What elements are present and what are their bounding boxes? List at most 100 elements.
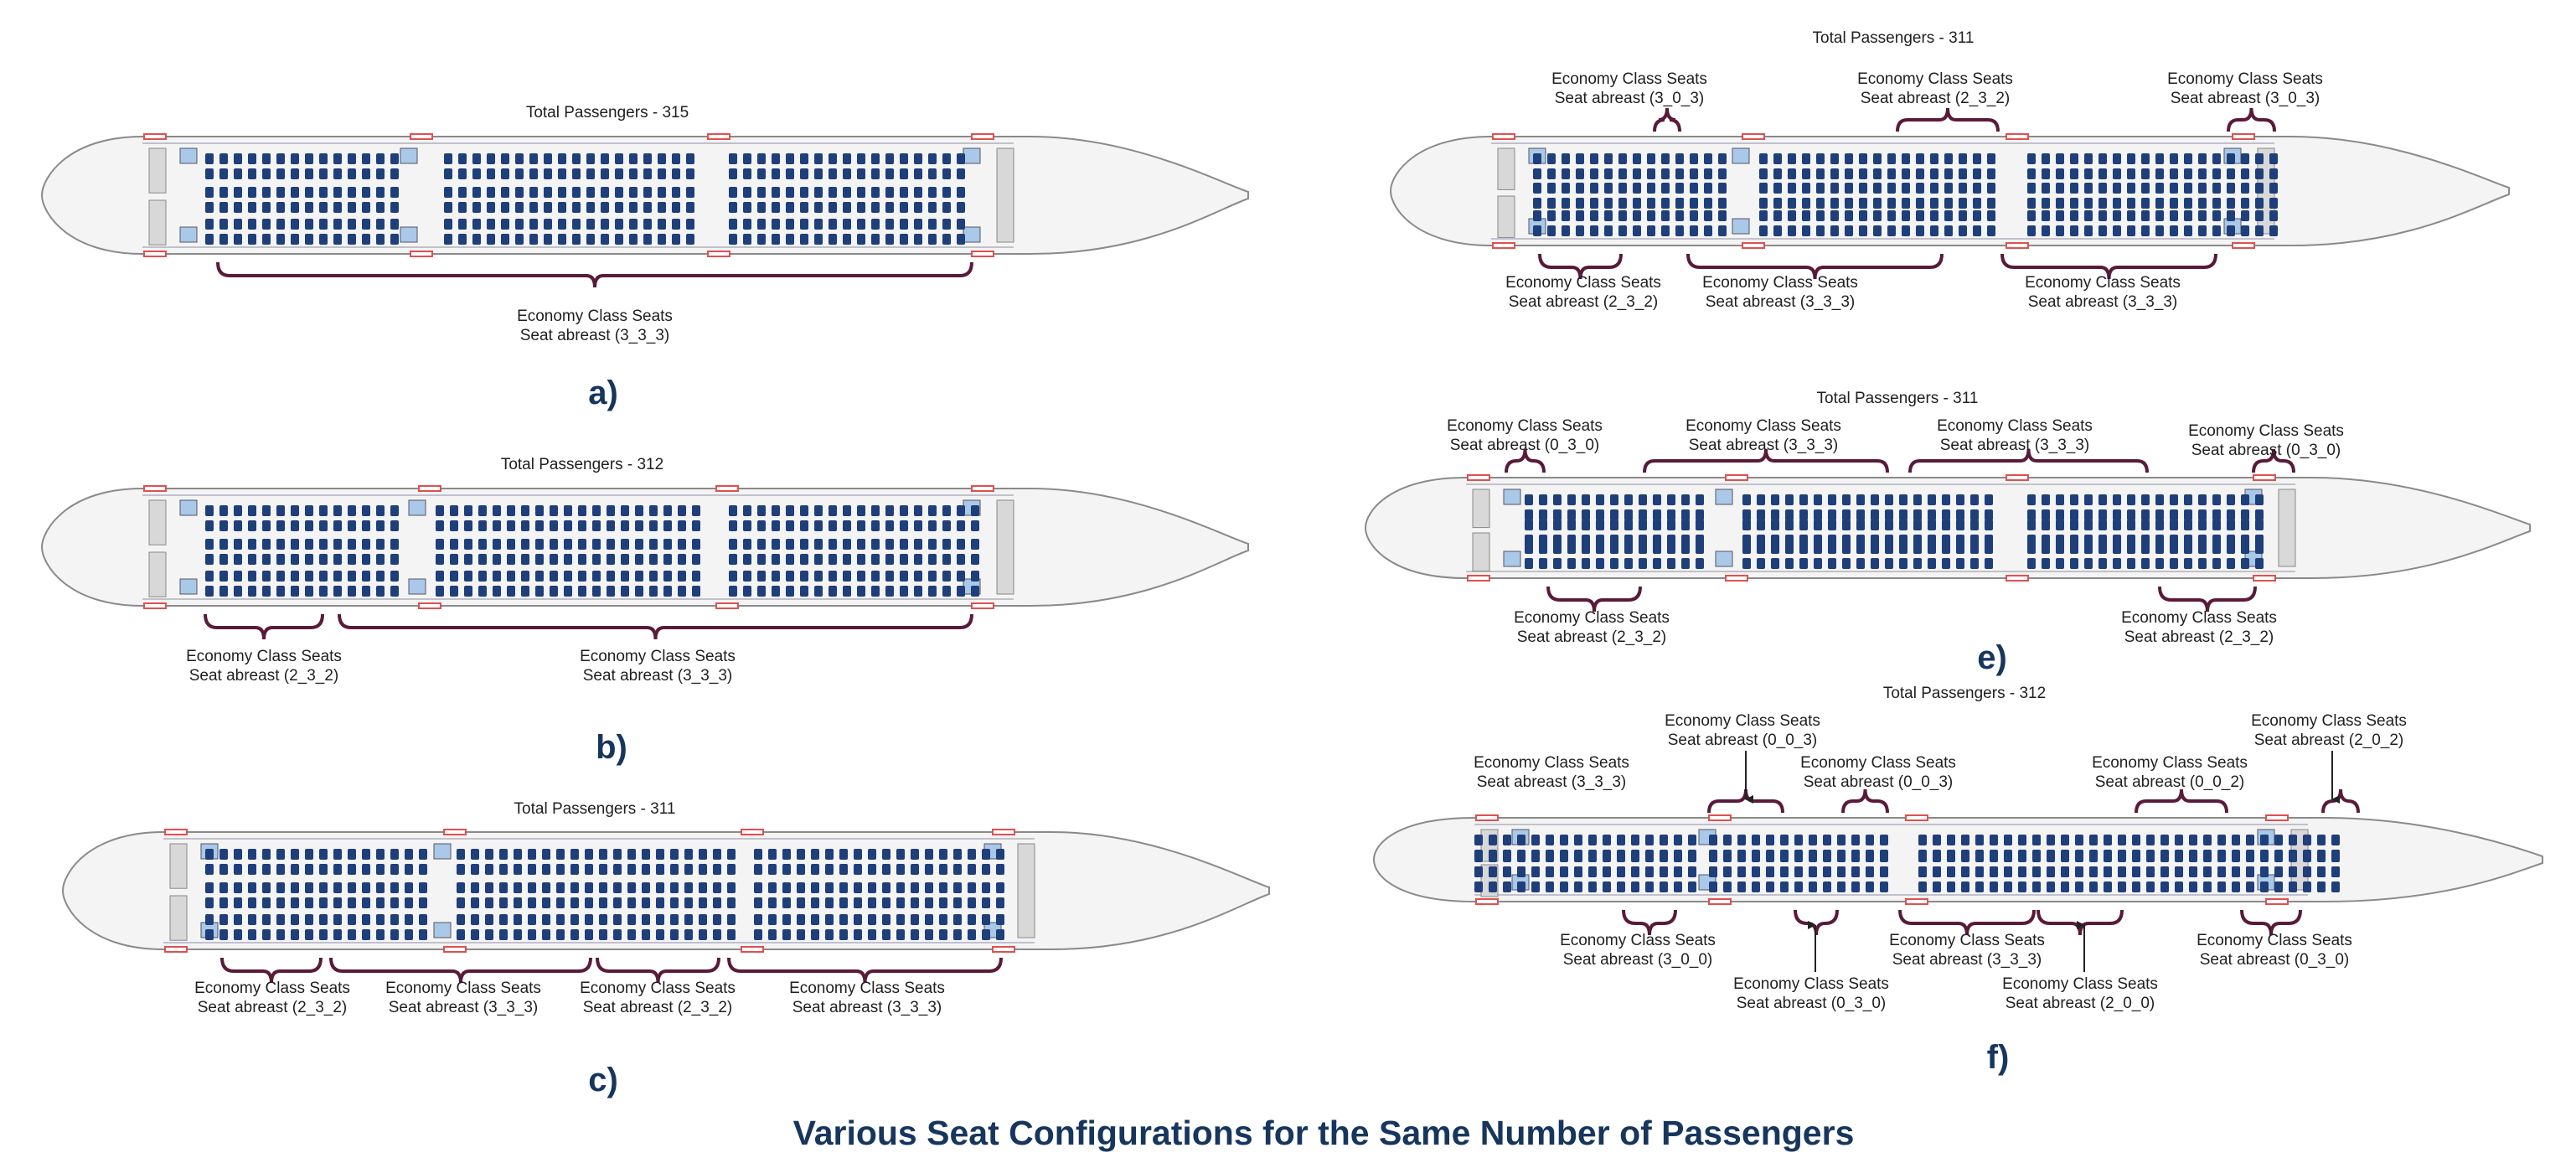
- seat: [1653, 520, 1661, 530]
- seat: [678, 539, 686, 550]
- seat: [1531, 881, 1540, 892]
- door: [410, 133, 433, 140]
- seat: [601, 168, 609, 179]
- seat: [205, 929, 214, 940]
- seat: [507, 554, 515, 565]
- seat: [2004, 835, 2012, 845]
- seat: [1533, 225, 1541, 236]
- seat: [1809, 835, 1817, 845]
- seat: [2070, 543, 2078, 554]
- seat: [276, 187, 285, 198]
- seat: [971, 539, 979, 550]
- seat: [2184, 210, 2192, 221]
- seat: [464, 554, 472, 565]
- annotation-line2: Seat abreast (0_0_3): [1804, 773, 1954, 791]
- seat: [493, 520, 501, 531]
- seat: [2317, 851, 2326, 862]
- seat: [2070, 535, 2078, 545]
- seat: [743, 505, 751, 516]
- seat: [857, 554, 865, 565]
- seat: [276, 153, 285, 164]
- seat: [1661, 153, 1670, 164]
- seat: [291, 520, 299, 531]
- seat: [2141, 509, 2150, 520]
- seat: [1913, 558, 1922, 569]
- seat: [248, 849, 256, 860]
- seat: [1696, 558, 1704, 569]
- seat: [305, 554, 313, 565]
- seat: [1723, 851, 1732, 862]
- seat: [643, 153, 652, 164]
- seat: [1856, 509, 1865, 520]
- seat: [558, 219, 566, 230]
- seat: [900, 505, 908, 516]
- seat: [1503, 835, 1511, 845]
- seat: [613, 849, 622, 860]
- seat: [1918, 881, 1927, 892]
- seat: [2289, 881, 2297, 892]
- seat: [2113, 225, 2121, 236]
- seat: [2155, 168, 2164, 179]
- seat: [1880, 851, 1888, 862]
- seat: [800, 505, 808, 516]
- seat: [2141, 494, 2150, 505]
- seat: [276, 554, 285, 565]
- seat: [570, 897, 579, 908]
- seat: [2155, 225, 2164, 236]
- seat: [1944, 225, 1953, 236]
- seat: [1973, 153, 1981, 164]
- seat: [1973, 168, 1981, 179]
- seat-group-brackets: [204, 107, 2360, 984]
- seat: [1794, 851, 1803, 862]
- seat: [219, 882, 228, 893]
- seat: [542, 849, 550, 860]
- seat: [599, 849, 607, 860]
- seat: [1596, 543, 1604, 554]
- seat: [1814, 509, 1822, 520]
- seat: [829, 219, 837, 230]
- seat: [507, 520, 515, 531]
- seat: [2269, 168, 2278, 179]
- seat: [1737, 835, 1746, 845]
- seat: [1944, 153, 1953, 164]
- seat: [996, 929, 1004, 940]
- seat: [2227, 225, 2235, 236]
- seat: [578, 571, 586, 582]
- seat: [478, 520, 487, 531]
- seat: [914, 234, 922, 245]
- seat: [1930, 210, 1938, 221]
- seat: [670, 849, 679, 860]
- seat: [1681, 535, 1690, 545]
- seat: [1837, 881, 1846, 892]
- seat: [727, 849, 736, 860]
- seat: [1830, 210, 1839, 221]
- seat: [786, 571, 794, 582]
- seat: [2098, 225, 2107, 236]
- seat: [558, 202, 566, 213]
- seat: [1959, 225, 1967, 236]
- seat: [1757, 509, 1765, 520]
- seat: [348, 586, 356, 597]
- seat: [2042, 558, 2050, 569]
- seat: [1856, 535, 1865, 545]
- seat: [333, 554, 342, 565]
- seat: [627, 849, 636, 860]
- seat: [319, 202, 328, 213]
- seat: [515, 234, 524, 245]
- seat: [2042, 198, 2050, 209]
- seat: [2127, 183, 2135, 194]
- seat: [1944, 210, 1953, 221]
- annotation-line1: Economy Class Seats: [1514, 609, 1670, 627]
- annotation-line1: Economy Class Seats: [517, 308, 673, 325]
- seat: [2317, 835, 2326, 845]
- seat: [1959, 168, 1967, 179]
- seat: [1887, 225, 1896, 236]
- door: [1467, 474, 1490, 481]
- seat: [2189, 835, 2197, 845]
- seat: [629, 153, 638, 164]
- seat: [900, 202, 908, 213]
- seat: [629, 187, 638, 198]
- seat: [871, 539, 880, 550]
- seat: [436, 586, 444, 597]
- seat: [333, 187, 342, 198]
